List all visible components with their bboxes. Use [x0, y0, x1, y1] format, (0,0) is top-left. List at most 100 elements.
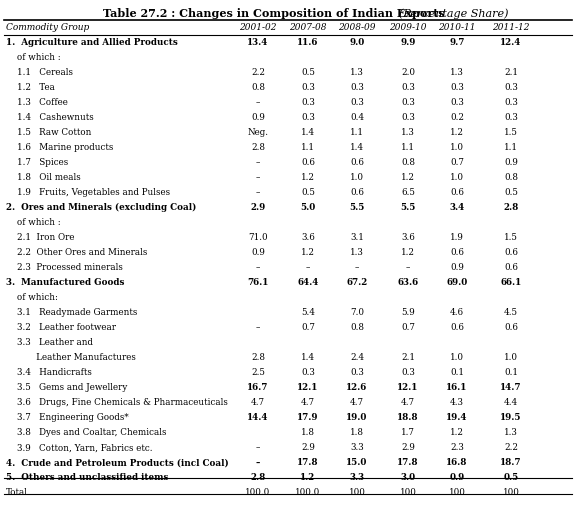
Text: 0.3: 0.3	[504, 113, 518, 122]
Text: 100.0: 100.0	[295, 489, 321, 497]
Text: 0.5: 0.5	[301, 68, 315, 77]
Text: 3.8   Dyes and Coaltar, Chemicals: 3.8 Dyes and Coaltar, Chemicals	[6, 428, 166, 437]
Text: 100.0: 100.0	[245, 489, 271, 497]
Text: 0.3: 0.3	[401, 368, 415, 377]
Text: 0.3: 0.3	[504, 83, 518, 92]
Text: 1.0: 1.0	[450, 143, 464, 152]
Text: 2.8: 2.8	[251, 143, 265, 152]
Text: Total: Total	[6, 489, 28, 497]
Text: 2008-09: 2008-09	[338, 23, 376, 32]
Text: (Percentage Share): (Percentage Share)	[399, 8, 509, 18]
Text: 2009-10: 2009-10	[389, 23, 427, 32]
Text: 1.1: 1.1	[350, 128, 364, 137]
Text: 0.6: 0.6	[504, 248, 518, 257]
Text: 2.2: 2.2	[504, 443, 518, 452]
Text: 3.3: 3.3	[350, 443, 364, 452]
Text: 2.1: 2.1	[504, 68, 518, 77]
Text: 11.6: 11.6	[297, 38, 319, 47]
Text: 19.5: 19.5	[500, 413, 522, 423]
Text: 9.0: 9.0	[350, 38, 365, 47]
Text: 1.2: 1.2	[401, 173, 415, 182]
Text: 4.5: 4.5	[504, 308, 518, 317]
Text: 1.3: 1.3	[350, 248, 364, 257]
Text: 0.5: 0.5	[503, 473, 518, 482]
Text: 2.4: 2.4	[350, 353, 364, 363]
Text: 5.5: 5.5	[400, 203, 416, 212]
Text: 2010-11: 2010-11	[438, 23, 476, 32]
Text: 1.4: 1.4	[301, 353, 315, 363]
Text: 3.4   Handicrafts: 3.4 Handicrafts	[6, 368, 92, 377]
Text: 0.3: 0.3	[401, 98, 415, 107]
Text: 5.4: 5.4	[301, 308, 315, 317]
Text: 2.9: 2.9	[251, 203, 266, 212]
Text: 0.3: 0.3	[350, 98, 364, 107]
Text: 0.6: 0.6	[350, 158, 364, 167]
Text: 1.0: 1.0	[450, 353, 464, 363]
Text: 1.3: 1.3	[504, 428, 518, 437]
Text: 0.3: 0.3	[401, 83, 415, 92]
Text: 12.1: 12.1	[297, 383, 319, 393]
Text: 0.3: 0.3	[301, 368, 315, 377]
Text: 12.1: 12.1	[397, 383, 419, 393]
Text: 0.3: 0.3	[301, 83, 315, 92]
Text: 100: 100	[348, 489, 365, 497]
Text: 1.0: 1.0	[504, 353, 518, 363]
Text: 0.1: 0.1	[504, 368, 518, 377]
Text: –: –	[256, 98, 260, 107]
Text: 12.6: 12.6	[346, 383, 367, 393]
Text: 16.1: 16.1	[446, 383, 468, 393]
Text: 2.9: 2.9	[401, 443, 415, 452]
Text: 2.3  Processed minerals: 2.3 Processed minerals	[6, 264, 123, 272]
Text: 4.7: 4.7	[350, 398, 364, 407]
Text: 100: 100	[400, 489, 416, 497]
Text: 4.7: 4.7	[301, 398, 315, 407]
Text: 6.5: 6.5	[401, 188, 415, 197]
Text: –: –	[306, 264, 310, 272]
Text: 0.6: 0.6	[450, 188, 464, 197]
Text: 15.0: 15.0	[346, 458, 367, 467]
Text: 19.4: 19.4	[446, 413, 468, 423]
Text: 0.6: 0.6	[450, 248, 464, 257]
Text: 1.9: 1.9	[450, 233, 464, 242]
Text: 1.7: 1.7	[401, 428, 415, 437]
Text: 0.4: 0.4	[350, 113, 364, 122]
Text: 1.4: 1.4	[301, 128, 315, 137]
Text: 1.3: 1.3	[401, 128, 415, 137]
Text: 0.8: 0.8	[251, 83, 265, 92]
Text: 17.8: 17.8	[397, 458, 419, 467]
Text: 0.3: 0.3	[401, 113, 415, 122]
Text: 2.1: 2.1	[401, 353, 415, 363]
Text: –: –	[355, 264, 359, 272]
Text: 1.5   Raw Cotton: 1.5 Raw Cotton	[6, 128, 92, 137]
Text: –: –	[256, 458, 260, 467]
Text: 17.8: 17.8	[297, 458, 319, 467]
Text: 0.7: 0.7	[450, 158, 464, 167]
Text: 0.3: 0.3	[450, 83, 464, 92]
Text: 3.6   Drugs, Fine Chemicals & Pharmaceuticals: 3.6 Drugs, Fine Chemicals & Pharmaceutic…	[6, 398, 228, 407]
Text: 1.2   Tea: 1.2 Tea	[6, 83, 55, 92]
Text: Table 27.2 : Changes in Composition of Indian Exports: Table 27.2 : Changes in Composition of I…	[103, 8, 445, 19]
Text: 76.1: 76.1	[247, 278, 268, 287]
Text: 3.9   Cotton, Yarn, Fabrics etc.: 3.9 Cotton, Yarn, Fabrics etc.	[6, 443, 153, 452]
Text: 0.1: 0.1	[450, 368, 464, 377]
Text: 1.6   Marine products: 1.6 Marine products	[6, 143, 113, 152]
Text: 3.1   Readymade Garments: 3.1 Readymade Garments	[6, 308, 137, 317]
Text: 2.3: 2.3	[450, 443, 464, 452]
Text: 2.8: 2.8	[251, 353, 265, 363]
Text: 71.0: 71.0	[248, 233, 268, 242]
Text: 1.8: 1.8	[301, 428, 315, 437]
Text: 1.1   Cereals: 1.1 Cereals	[6, 68, 73, 77]
Text: –: –	[256, 158, 260, 167]
Text: 1.2: 1.2	[450, 128, 464, 137]
Text: 3.7   Engineering Goods*: 3.7 Engineering Goods*	[6, 413, 128, 423]
Text: 4.3: 4.3	[450, 398, 464, 407]
Text: 1.5: 1.5	[504, 128, 518, 137]
Text: 1.2: 1.2	[301, 248, 315, 257]
Text: 14.4: 14.4	[247, 413, 269, 423]
Text: 5.9: 5.9	[401, 308, 415, 317]
Text: 4.7: 4.7	[401, 398, 415, 407]
Text: 0.9: 0.9	[251, 248, 265, 257]
Text: 64.4: 64.4	[297, 278, 319, 287]
Text: 1.8: 1.8	[350, 428, 364, 437]
Text: 7.0: 7.0	[350, 308, 364, 317]
